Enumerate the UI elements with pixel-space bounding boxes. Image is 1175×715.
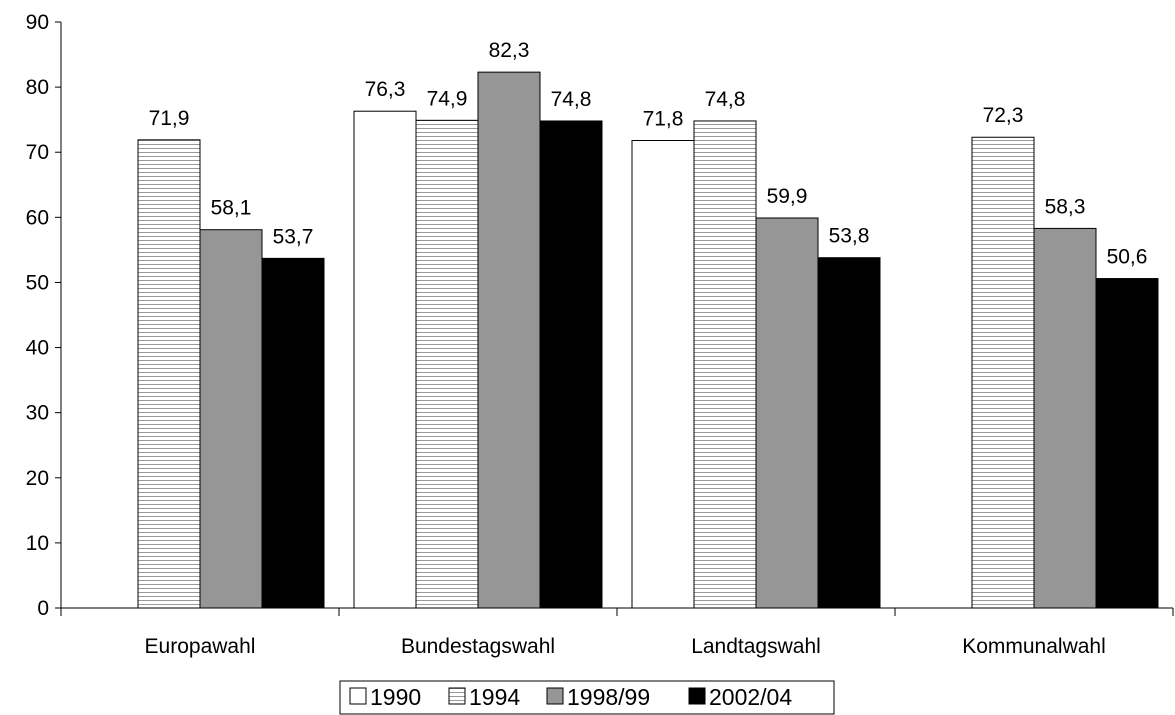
x-category-label: Bundestagswahl	[401, 635, 555, 658]
bar-1994-kommunalwahl	[971, 136, 1035, 609]
legend-label: 2002/04	[709, 684, 792, 710]
y-tick-label: 20	[26, 467, 49, 490]
data-labels: 71,9 58,1 53,7 76,3 74,9 82,3 74,8 71,8 74,8 59,9…	[149, 39, 1148, 268]
data-label: 74,9	[427, 87, 468, 110]
bar-1998-99-kommunalwahl	[1033, 227, 1097, 609]
data-label: 72,3	[983, 104, 1024, 127]
legend-swatch	[688, 687, 706, 705]
data-label: 76,3	[365, 78, 406, 101]
legend: 1990 1994 1998/99 2002/04	[339, 680, 835, 715]
data-label: 71,8	[643, 108, 684, 131]
y-tick-label: 70	[26, 141, 49, 164]
bar-2002-04-kommunalwahl	[1095, 278, 1159, 609]
data-label: 82,3	[489, 39, 530, 62]
bar-1994-europawahl	[137, 139, 201, 609]
bar-2002-04-bundestagswahl	[539, 120, 603, 609]
bar-2002-04-europawahl	[261, 257, 325, 609]
data-label: 59,9	[767, 185, 808, 208]
data-label: 58,1	[211, 197, 252, 220]
data-label: 74,8	[551, 88, 592, 111]
y-tick-label: 60	[26, 206, 49, 229]
legend-label: 1998/99	[567, 684, 650, 710]
y-tick-label: 40	[26, 337, 49, 360]
bar-1998-99-bundestagswahl	[477, 71, 541, 609]
bar-1994-bundestagswahl	[415, 119, 479, 609]
data-label: 53,7	[273, 225, 314, 248]
legend-box	[339, 680, 835, 715]
bars	[137, 71, 1159, 609]
y-tick-label: 30	[26, 402, 49, 425]
x-category-label: Landtagswahl	[691, 635, 821, 658]
data-label: 58,3	[1045, 195, 1086, 218]
y-tick-label: 80	[26, 76, 49, 99]
legend-swatch	[448, 687, 466, 705]
legend-label: 1994	[469, 684, 520, 710]
legend-swatch	[349, 687, 367, 705]
data-label: 71,9	[149, 107, 190, 130]
y-tick-label: 0	[37, 597, 49, 620]
legend-label: 1990	[370, 684, 421, 710]
data-label: 53,8	[829, 225, 870, 248]
x-category-label: Kommunalwahl	[962, 635, 1106, 658]
bar-1990-bundestagswahl	[353, 110, 417, 609]
bar-1998-99-landtagswahl	[755, 217, 819, 609]
y-tick-label: 50	[26, 271, 49, 294]
bar-1994-landtagswahl	[693, 120, 757, 609]
x-axis: Europawahl Bundestagswahl Landtagswahl Komm…	[60, 607, 1174, 658]
y-axis: 0 10 20 30 40 50 60 70 80 90	[26, 11, 62, 620]
x-category-label: Europawahl	[145, 635, 256, 658]
bar-2002-04-landtagswahl	[817, 257, 881, 609]
data-label: 74,8	[705, 88, 746, 111]
legend-swatch	[546, 687, 564, 705]
bar-1998-99-europawahl	[199, 229, 263, 609]
y-tick-label: 10	[26, 532, 49, 555]
data-label: 50,6	[1107, 246, 1148, 269]
y-tick-label: 90	[26, 11, 49, 34]
bar-1990-landtagswahl	[631, 140, 695, 609]
